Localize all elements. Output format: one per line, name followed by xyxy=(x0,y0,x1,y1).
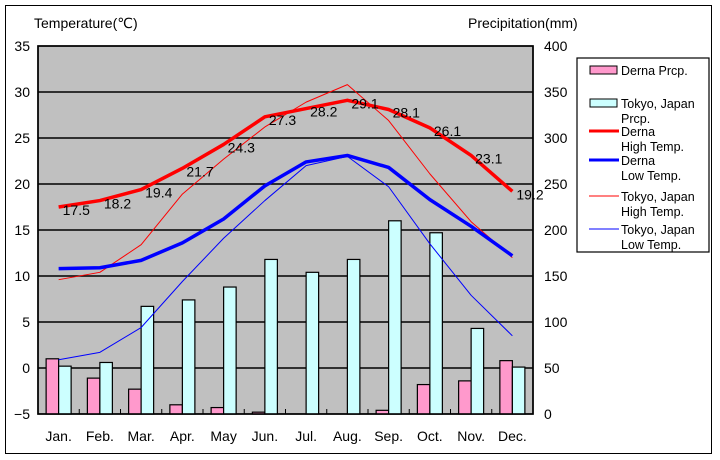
legend-label: Low Temp. xyxy=(621,238,681,252)
x-tick-label: Apr. xyxy=(170,428,195,444)
right-tick-label: 250 xyxy=(544,176,568,192)
legend-swatch xyxy=(589,65,618,75)
legend-label: Prcp. xyxy=(621,112,650,126)
bar-derna-precip xyxy=(128,388,142,415)
left-axis-title: Temperature(℃) xyxy=(34,15,138,31)
bar-derna-precip xyxy=(86,377,101,415)
right-axis-title: Precipitation(mm) xyxy=(468,15,578,31)
bar-tokyo-precip xyxy=(181,299,196,415)
left-tick-label: −5 xyxy=(14,406,30,422)
right-tick-label: 350 xyxy=(544,84,568,100)
temperature-lines xyxy=(58,84,514,361)
x-tick-label: Nov. xyxy=(457,428,485,444)
gridlines xyxy=(38,91,533,369)
legend-label: High Temp. xyxy=(621,205,684,219)
bar-derna-precip xyxy=(416,383,431,415)
plot-border xyxy=(37,45,534,415)
bar-tokyo-precip xyxy=(99,361,113,415)
bar-tokyo-precip xyxy=(264,258,278,415)
data-label: 18.2 xyxy=(104,196,131,212)
line-derna-high-temp xyxy=(58,98,514,209)
data-label: 28.1 xyxy=(393,104,420,120)
data-label: 26.1 xyxy=(434,123,461,139)
bars xyxy=(45,220,526,415)
bar-derna-precip xyxy=(499,360,513,415)
data-labels: 17.5 18.2 19.4 21.7 24.3 27.3 28.2 29.1 28.1 26.1… xyxy=(63,95,544,218)
x-tick-label: Jun. xyxy=(252,428,278,444)
right-tick-label: 400 xyxy=(544,38,568,54)
x-tick-label: Jan. xyxy=(45,428,71,444)
x-tick-label: Aug. xyxy=(333,428,362,444)
x-tick-marks xyxy=(37,45,534,415)
line-derna-low-temp xyxy=(58,153,514,271)
right-tick-label: 0 xyxy=(544,406,552,422)
legend-label: Derna Prcp. xyxy=(621,64,688,78)
x-tick-label: Mar. xyxy=(128,428,155,444)
left-tick-label: 10 xyxy=(14,268,30,284)
bar-derna-precip xyxy=(169,404,183,415)
x-tick-label: Feb. xyxy=(86,428,114,444)
legend-label: Tokyo, Japan xyxy=(621,97,695,111)
bar-tokyo-precip xyxy=(305,271,320,415)
right-axis-ticks: 0 50 100 150 200 250 300 350 400 xyxy=(544,38,568,422)
x-tick-label: Sep. xyxy=(374,428,403,444)
bar-tokyo-precip xyxy=(511,366,526,415)
left-tick-label: 30 xyxy=(14,84,30,100)
right-tick-label: 150 xyxy=(544,268,568,284)
bar-tokyo-precip xyxy=(58,365,72,415)
bar-tokyo-precip xyxy=(346,258,361,415)
legend-label: High Temp. xyxy=(621,140,684,154)
left-tick-label: 35 xyxy=(14,38,30,54)
x-tick-label: Jul. xyxy=(295,428,317,444)
bar-tokyo-precip xyxy=(429,232,443,415)
left-tick-label: 5 xyxy=(22,314,30,330)
right-tick-label: 300 xyxy=(544,130,568,146)
data-label: 21.7 xyxy=(186,163,213,179)
right-tick-label: 100 xyxy=(544,314,568,330)
data-label: 24.3 xyxy=(228,139,255,155)
legend-label: Derna xyxy=(621,154,655,168)
data-label: 29.1 xyxy=(351,95,378,111)
legend-box xyxy=(576,57,710,253)
bar-derna-precip xyxy=(45,358,60,415)
left-axis-ticks: −5 0 5 10 15 20 25 30 35 xyxy=(14,38,30,422)
legend-label: Tokyo, Japan xyxy=(621,223,695,237)
bar-tokyo-precip xyxy=(223,286,237,415)
left-tick-label: 20 xyxy=(14,176,30,192)
left-tick-label: 25 xyxy=(14,130,30,146)
bar-tokyo-precip xyxy=(140,305,155,415)
line-tokyo-japan-low-temp xyxy=(58,155,513,361)
legend-label: Tokyo, Japan xyxy=(621,190,695,204)
right-tick-label: 50 xyxy=(544,360,560,376)
data-label: 23.1 xyxy=(475,150,502,166)
x-tick-label: Dec. xyxy=(498,428,527,444)
x-tick-label: May xyxy=(210,428,236,444)
left-tick-label: 15 xyxy=(14,222,30,238)
legend-label: Derna xyxy=(621,125,655,139)
bar-tokyo-precip xyxy=(388,220,402,415)
legend-swatch xyxy=(589,98,618,108)
data-label: 19.2 xyxy=(516,186,543,202)
data-label: 28.2 xyxy=(310,104,337,120)
line-tokyo-japan-high-temp xyxy=(58,84,513,281)
data-label: 19.4 xyxy=(145,185,172,201)
bar-derna-precip xyxy=(458,380,472,415)
data-label: 27.3 xyxy=(269,112,296,128)
right-tick-label: 200 xyxy=(544,222,568,238)
data-label: 17.5 xyxy=(63,202,90,218)
x-tick-label: Oct. xyxy=(417,428,443,444)
x-axis-labels: Jan. Feb. Mar. Apr. May Jun. Jul. Aug. Sep. Oct. N… xyxy=(45,428,526,444)
bar-derna-precip xyxy=(210,406,225,415)
bar-tokyo-precip xyxy=(470,327,485,415)
left-tick-label: 0 xyxy=(22,360,30,376)
legend-label: Low Temp. xyxy=(621,169,681,183)
